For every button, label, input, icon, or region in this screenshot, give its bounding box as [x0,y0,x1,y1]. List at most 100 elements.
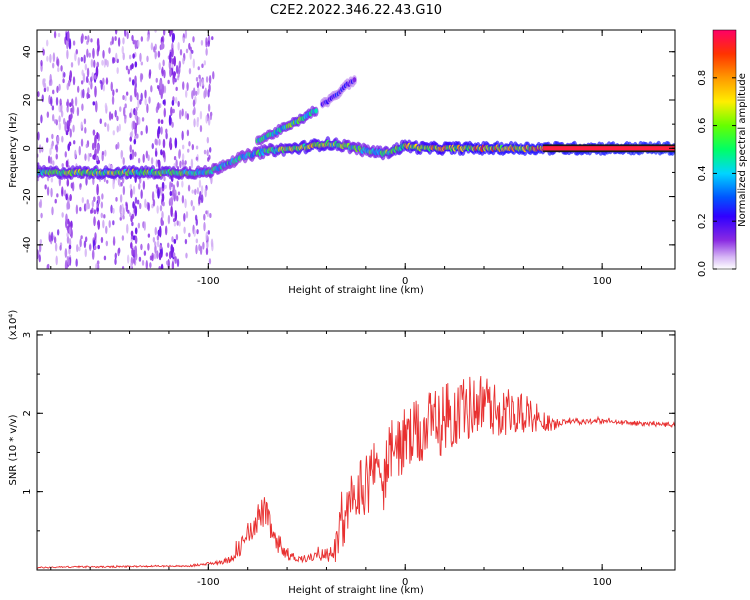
noise-speck [94,134,97,147]
noise-speck [84,153,87,161]
noise-speck [203,60,207,66]
noise-speck [152,236,156,243]
x-tick-label: 100 [593,276,612,287]
noise-speck [205,114,208,124]
noise-speck [65,218,68,229]
noise-speck [54,198,57,204]
noise-speck [132,257,136,265]
noise-speck [61,163,64,168]
noise-speck [150,85,153,93]
noise-speck [122,215,125,220]
noise-speck [191,90,194,100]
noise-speck [74,149,77,159]
noise-speck [190,199,193,207]
noise-speck [67,258,70,266]
noise-speck [144,89,147,99]
noise-speck [159,78,163,90]
noise-speck [77,56,80,66]
noise-speck [106,179,109,184]
noise-speck [38,243,42,253]
noise-speck [188,232,191,238]
noise-speck [178,109,182,120]
noise-speck [156,250,159,259]
noise-speck [106,123,110,132]
noise-speck [203,149,207,155]
noise-speck [97,244,100,250]
noise-speck [176,195,179,202]
noise-speck [170,196,174,207]
noise-speck [208,258,212,265]
noise-speck [129,95,133,102]
noise-speck [187,184,191,192]
noise-speck [71,105,75,115]
noise-speck [69,70,73,80]
noise-speck [119,204,122,215]
noise-speck [110,164,114,170]
noise-speck [147,202,150,212]
noise-speck [178,60,182,69]
noise-speck [80,80,84,85]
noise-speck [204,187,207,198]
noise-speck [207,230,211,235]
noise-speck [122,52,125,61]
y-tick-label: 40 [22,45,33,58]
noise-speck [74,52,77,62]
noise-speck [170,246,174,258]
noise-speck [121,203,124,210]
noise-speck [67,79,71,87]
noise-speck [141,117,145,122]
noise-speck [88,81,91,86]
noise-speck [42,48,45,56]
noise-speck [130,230,134,237]
noise-speck [72,124,75,133]
noise-speck [162,99,166,105]
trace-2 [319,75,358,109]
colorbar-gradient [712,29,737,270]
noise-speck [148,96,151,104]
noise-speck [134,135,137,141]
signal-cell [352,77,357,83]
noise-speck [201,63,204,68]
noise-speck [88,244,92,250]
noise-speck [181,108,184,117]
noise-speck [156,205,159,214]
noise-speck [160,119,164,125]
noise-speck [43,78,46,83]
noise-speck [86,48,89,58]
colorbar: 0.0 0.2 0.4 0.6 0.8 Normalized spectral ampl… [697,29,748,277]
noise-speck [92,129,96,136]
noise-speck [121,265,125,269]
noise-speck [100,236,104,244]
noise-speck [115,197,118,202]
noise-speck [104,149,107,157]
noise-speck [134,61,138,68]
noise-speck [131,247,134,257]
noise-speck [146,36,150,42]
noise-speck [192,87,196,97]
noise-speck [164,184,167,189]
noise-speck [127,68,131,75]
noise-speck [111,56,115,64]
noise-speck [140,130,143,136]
noise-speck [181,194,185,204]
noise-speck [108,111,112,121]
noise-speck [54,119,57,124]
noise-speck [186,129,190,137]
noise-speck [169,190,173,196]
noise-speck [83,118,87,125]
noise-speck [49,147,52,156]
noise-speck [131,79,135,86]
noise-speck [155,150,158,157]
noise-speck [137,39,140,48]
noise-speck [85,176,88,186]
noise-speck [160,263,164,269]
noise-speck [132,120,136,130]
noise-speck [176,258,180,268]
snr-plot: -100 0 100 1 2 3 Height of straight line (km)… [8,310,676,596]
noise-speck [76,244,79,253]
noise-speck [167,242,170,249]
noise-speck [40,59,43,67]
noise-speck [129,144,132,153]
noise-speck [209,212,212,219]
noise-speck [201,78,205,87]
